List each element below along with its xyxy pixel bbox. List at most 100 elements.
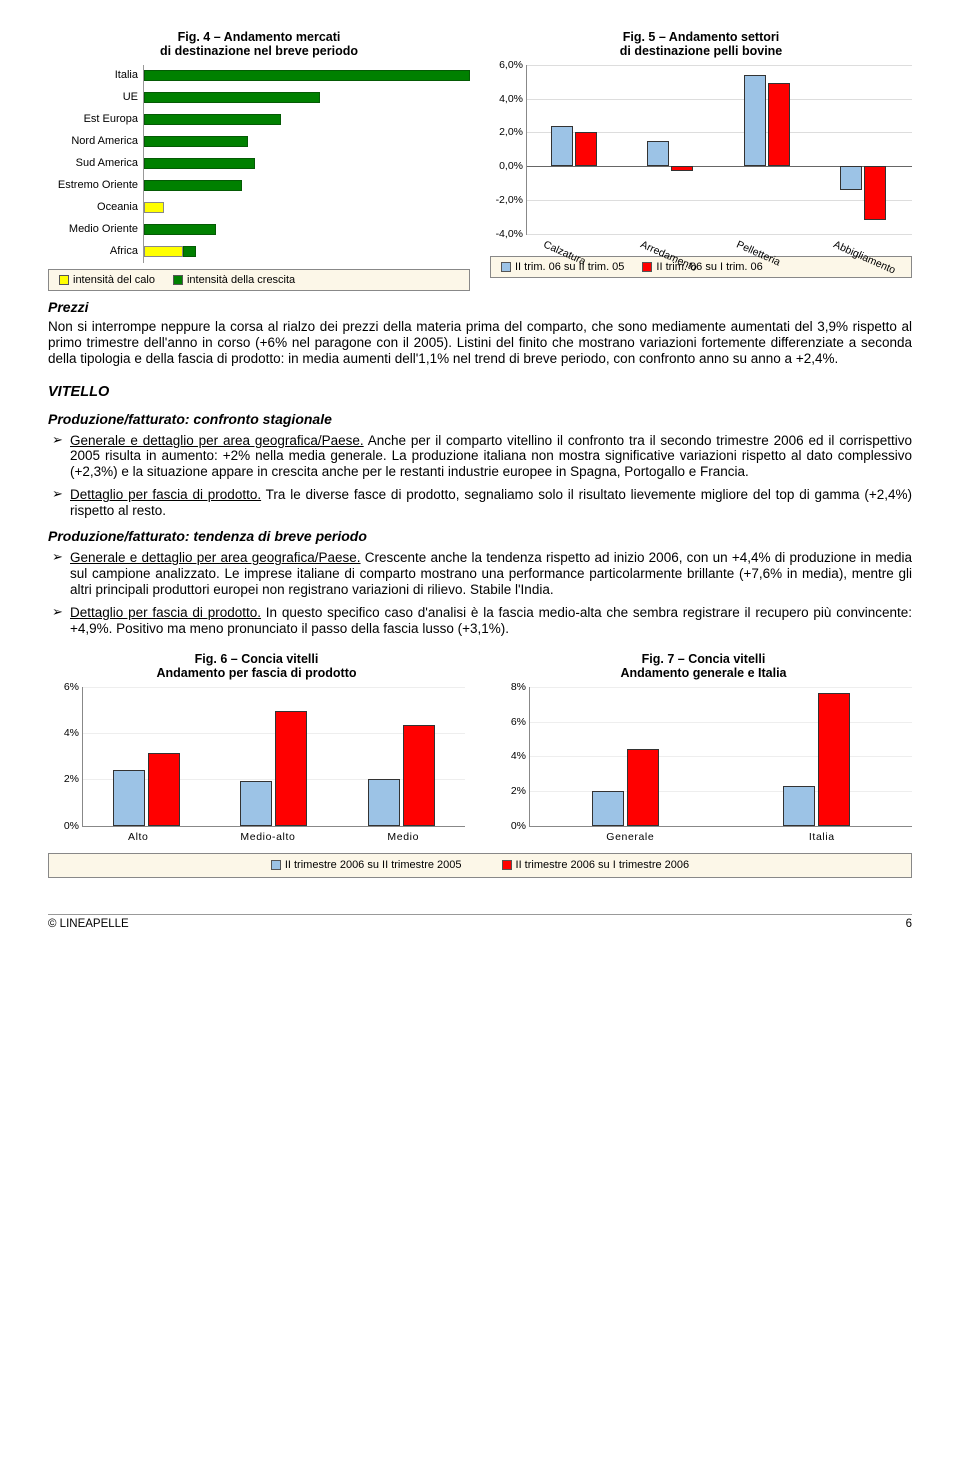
hbar-label: Oceania <box>48 201 143 214</box>
hbar-label: Africa <box>48 245 143 258</box>
hbar-track <box>143 65 470 87</box>
swatch-a <box>271 860 281 870</box>
swatch-crescita <box>173 275 183 285</box>
hbar-crescita <box>144 224 216 235</box>
hbar-label: Est Europa <box>48 113 143 126</box>
hbar-row: Oceania <box>48 197 470 219</box>
swatch-a <box>501 262 511 272</box>
x-label: Alto <box>128 831 149 843</box>
swatch-b <box>642 262 652 272</box>
fig4-title: Fig. 4 – Andamento mercati di destinazio… <box>48 30 470 59</box>
legend-item-crescita: intensità della crescita <box>173 274 295 287</box>
y-tick: 6% <box>51 681 79 693</box>
vitello-sub2: Produzione/fatturato: tendenza di breve … <box>48 528 912 544</box>
x-label: Generale <box>606 831 654 843</box>
hbar-calo <box>144 246 183 257</box>
hbar-crescita <box>144 114 281 125</box>
hbar-row: Africa <box>48 241 470 263</box>
y-tick: 6,0% <box>487 59 523 71</box>
bullet-mark: ➢ <box>48 487 70 518</box>
bullet-1: ➢ Generale e dettaglio per area geografi… <box>48 433 912 480</box>
vbar <box>840 166 862 190</box>
bottom-legend: II trimestre 2006 su II trimestre 2005 I… <box>48 853 912 878</box>
swatch-b <box>502 860 512 870</box>
fig4-chart: Italia UE Est Europa Nord America <box>48 65 470 263</box>
y-tick: 2% <box>498 785 526 797</box>
hbar-row: Estremo Oriente <box>48 175 470 197</box>
hbar-crescita <box>144 180 242 191</box>
bullet-mark: ➢ <box>48 550 70 597</box>
bar-set <box>783 693 850 826</box>
hbar-track <box>143 197 470 219</box>
bar-groups <box>530 687 912 826</box>
hbar-track <box>143 153 470 175</box>
vbar-group <box>738 65 798 234</box>
bullet-1-ul: Generale e dettaglio per area geografica… <box>70 433 364 448</box>
bottom-legend-label-b: II trimestre 2006 su I trimestre 2006 <box>516 859 690 871</box>
bar-b <box>275 711 307 825</box>
bullet-mark: ➢ <box>48 433 70 480</box>
figures-4-5-row: Fig. 4 – Andamento mercati di destinazio… <box>48 30 912 291</box>
bullet-3-ul: Generale e dettaglio per area geografica… <box>70 550 361 565</box>
legend-item-b: II trim. 06 su I trim. 06 <box>642 261 762 274</box>
y-tick: 8% <box>498 681 526 693</box>
footer-page-number: 6 <box>906 918 912 931</box>
x-labels: CalzaturaArredamentoPelletteriaAbbigliam… <box>526 238 912 250</box>
legend-label-crescita: intensità della crescita <box>187 274 295 286</box>
hbar-crescita <box>144 70 470 81</box>
bullet-2: ➢ Dettaglio per fascia di prodotto. Tra … <box>48 487 912 518</box>
y-tick: 4,0% <box>487 93 523 105</box>
hbar-track <box>143 219 470 241</box>
fig4-legend: intensità del calo intensità della cresc… <box>48 269 470 292</box>
hbar-crescita <box>183 246 196 257</box>
hbar-row: Nord America <box>48 131 470 153</box>
hbar-row: Sud America <box>48 153 470 175</box>
fig6-chart: 6%4%2%0% AltoMedio-altoMedio <box>48 687 465 843</box>
swatch-calo <box>59 275 69 285</box>
hbar-track <box>143 131 470 153</box>
hbar-label: Sud America <box>48 157 143 170</box>
bottom-legend-b: II trimestre 2006 su I trimestre 2006 <box>502 859 690 872</box>
hbar-label: Medio Oriente <box>48 223 143 236</box>
vbar-group <box>834 65 894 234</box>
x-label: Italia <box>809 831 835 843</box>
bar-set <box>240 711 307 825</box>
bullet-1-text: Generale e dettaglio per area geografica… <box>70 433 912 480</box>
bar-set <box>368 725 435 825</box>
hbar-row: Est Europa <box>48 109 470 131</box>
vbar-plot: 6,0%4,0%2,0%0,0%-2,0%-4,0% <box>526 65 912 235</box>
legend-label-calo: intensità del calo <box>73 274 155 286</box>
vbar <box>744 75 766 166</box>
vbar <box>551 126 573 167</box>
hbar-row: Italia <box>48 65 470 87</box>
y-tick: 4% <box>498 750 526 762</box>
prezzi-text: Non si interrompe neppure la corsa al ri… <box>48 319 912 366</box>
fig5-title: Fig. 5 – Andamento settori di destinazio… <box>490 30 912 59</box>
fig6-title: Fig. 6 – Concia vitelli Andamento per fa… <box>48 652 465 681</box>
figures-6-7-row: Fig. 6 – Concia vitelli Andamento per fa… <box>48 652 912 843</box>
y-tick: -2,0% <box>487 194 523 206</box>
vbar-groups <box>527 65 912 234</box>
vitello-heading: VITELLO <box>48 384 912 401</box>
vbar <box>647 141 669 166</box>
vbar <box>671 166 693 171</box>
y-tick: -4,0% <box>487 228 523 240</box>
x-label: Medio-alto <box>240 831 295 843</box>
hbar-track <box>143 175 470 197</box>
bar-set <box>113 753 180 825</box>
bullet-2-ul: Dettaglio per fascia di prodotto. <box>70 487 261 502</box>
bar-a <box>368 779 400 826</box>
bullet-2-text: Dettaglio per fascia di prodotto. Tra le… <box>70 487 912 518</box>
legend-label-a: II trim. 06 su II trim. 05 <box>515 261 624 273</box>
bar-a <box>240 781 272 825</box>
fig5-legend: II trim. 06 su II trim. 05 II trim. 06 s… <box>490 256 912 279</box>
prezzi-heading: Prezzi <box>48 299 912 315</box>
legend-item-calo: intensità del calo <box>59 274 155 287</box>
bullet-4: ➢ Dettaglio per fascia di prodotto. In q… <box>48 605 912 636</box>
bar-b <box>148 753 180 825</box>
y-tick: 6% <box>498 716 526 728</box>
hbar-row: Medio Oriente <box>48 219 470 241</box>
x-labels: AltoMedio-altoMedio <box>82 831 465 843</box>
bar-set <box>592 749 659 826</box>
hbar-track <box>143 87 470 109</box>
